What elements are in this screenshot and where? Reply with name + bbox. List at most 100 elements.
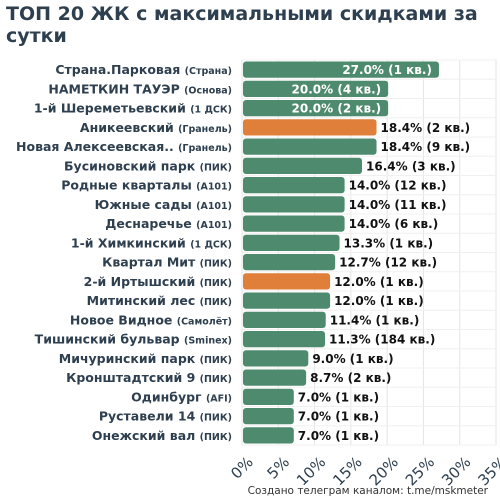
data-label: 12.0% (1 кв.) <box>334 275 424 289</box>
project-name: Деснаречье <box>105 216 196 231</box>
project-name: Мичуринский парк <box>59 351 200 366</box>
developer-name: (Гранель) <box>178 124 232 135</box>
bar <box>243 350 309 367</box>
project-name: Новое Видное <box>70 312 177 327</box>
project-name: Одинбург <box>131 389 206 404</box>
x-tick-label: 15% <box>329 453 365 489</box>
y-tick-label: Руставели 14 (ПИК) <box>99 409 232 424</box>
chart-title: ТОП 20 ЖК с максимальными скидками за су… <box>6 3 478 47</box>
bar <box>243 100 389 117</box>
data-label: 20.0% (2 кв.) <box>292 102 382 116</box>
developer-name: (ПИК) <box>200 278 232 289</box>
bar <box>243 234 340 251</box>
y-tick-label: Страна.Парковая (Страна) <box>55 62 232 77</box>
x-tick-label: 20% <box>366 453 402 489</box>
project-name: Квартал Мит <box>102 255 200 270</box>
project-name: Руставели 14 <box>99 409 200 424</box>
data-label: 11.3% (184 кв.) <box>329 333 435 347</box>
y-tick-label: Митинский лес (ПИК) <box>87 293 232 308</box>
project-name: Онежский вал <box>92 428 200 443</box>
x-tick-label: 5% <box>263 453 293 483</box>
project-name: НАМЕТКИН ТАУЭР <box>48 81 184 96</box>
developer-name: (Основа) <box>184 85 232 96</box>
data-label: 12.0% (1 кв.) <box>334 294 424 308</box>
data-label: 13.3% (1 кв.) <box>344 236 434 250</box>
y-tick-label: Онежский вал (ПИК) <box>92 428 232 443</box>
y-tick-label: Одинбург (AFI) <box>131 389 232 404</box>
developer-name: (ПИК) <box>200 259 232 270</box>
data-label: 20.0% (4 кв.) <box>292 82 382 96</box>
project-name: Новая Алексеевская.. <box>16 139 178 154</box>
x-tick-label: 30% <box>438 453 474 489</box>
y-tick-label: Квартал Мит (ПИК) <box>102 255 232 270</box>
project-name: 2-й Иртышский <box>84 274 200 289</box>
data-label: 18.4% (9 кв.) <box>381 140 471 154</box>
developer-name: (ПИК) <box>200 413 232 424</box>
y-tick-label: Южные сады (А101) <box>95 197 232 212</box>
project-name: Страна.Парковая <box>55 62 184 77</box>
bar <box>243 388 294 405</box>
x-tick-label: 0% <box>227 453 257 483</box>
bar <box>243 292 331 309</box>
bar <box>243 254 336 271</box>
y-tick-label: Бусиновский парк (ПИК) <box>64 158 232 173</box>
y-tick-label: 1-й Химкинский (1 ДСК) <box>71 235 232 250</box>
data-label: 14.0% (11 кв.) <box>349 198 447 212</box>
data-label: 16.4% (3 кв.) <box>366 159 456 173</box>
bar <box>243 196 345 213</box>
project-name: Родные кварталы <box>61 178 196 193</box>
y-tick-label: Родные кварталы (А101) <box>61 178 232 193</box>
bar <box>243 61 439 78</box>
data-label: 8.7% (2 кв.) <box>310 371 391 385</box>
project-name: Кронштадтский 9 <box>66 370 200 385</box>
project-name: Митинский лес <box>87 293 200 308</box>
developer-name: (1 ДСК) <box>190 105 232 116</box>
y-tick-label: Новая Алексеевская.. (Гранель) <box>16 139 232 154</box>
project-name: 1-й Химкинский <box>71 235 190 250</box>
bar <box>243 408 294 425</box>
project-name: Бусиновский парк <box>64 158 200 173</box>
x-tick-label: 35% <box>474 453 500 489</box>
project-name: 1-й Шереметьевский <box>34 101 190 116</box>
data-label: 18.4% (2 кв.) <box>381 121 471 135</box>
data-label: 14.0% (12 кв.) <box>349 179 447 193</box>
developer-name: (Sminex) <box>184 336 232 347</box>
project-name: Аникеевский <box>80 120 178 135</box>
developer-name: (AFI) <box>206 393 232 404</box>
developer-name: (Самолёт) <box>177 316 232 327</box>
bar <box>243 177 345 194</box>
y-tick-label: Мичуринский парк (ПИК) <box>59 351 232 366</box>
developer-name: (А101) <box>196 201 232 212</box>
bar <box>243 427 294 444</box>
developer-name: (ПИК) <box>200 162 232 173</box>
bar <box>243 80 389 97</box>
project-name: Южные сады <box>95 197 196 212</box>
y-tick-label: Тишинский бульвар (Sminex) <box>35 332 232 347</box>
bar <box>243 119 377 136</box>
data-label: 11.4% (1 кв.) <box>330 313 420 327</box>
x-tick-label: 10% <box>293 453 329 489</box>
developer-name: (ПИК) <box>200 432 232 443</box>
data-label: 14.0% (6 кв.) <box>349 217 439 231</box>
bar <box>243 331 326 348</box>
x-tick-label: 25% <box>402 453 438 489</box>
bar <box>243 311 326 328</box>
developer-name: (ПИК) <box>200 297 232 308</box>
y-tick-label: Кронштадтский 9 (ПИК) <box>66 370 232 385</box>
y-tick-label: Новое Видное (Самолёт) <box>70 312 232 327</box>
bar <box>243 215 345 232</box>
footer-credit: Создано телеграм каналом: t.me/mskmeter <box>247 485 488 497</box>
y-tick-label: 2-й Иртышский (ПИК) <box>84 274 232 289</box>
developer-name: (А101) <box>196 220 232 231</box>
y-tick-label: НАМЕТКИН ТАУЭР (Основа) <box>48 81 232 96</box>
developer-name: (А101) <box>196 182 232 193</box>
developer-name: (ПИК) <box>200 374 232 385</box>
developer-name: (Гранель) <box>178 143 232 154</box>
y-tick-label: 1-й Шереметьевский (1 ДСК) <box>34 101 232 116</box>
project-name: Тишинский бульвар <box>35 332 184 347</box>
data-label: 9.0% (1 кв.) <box>312 352 393 366</box>
developer-name: (ПИК) <box>200 355 232 366</box>
data-label: 7.0% (1 кв.) <box>298 390 379 404</box>
data-label: 7.0% (1 кв.) <box>298 429 379 443</box>
developer-name: (Страна) <box>185 66 232 77</box>
